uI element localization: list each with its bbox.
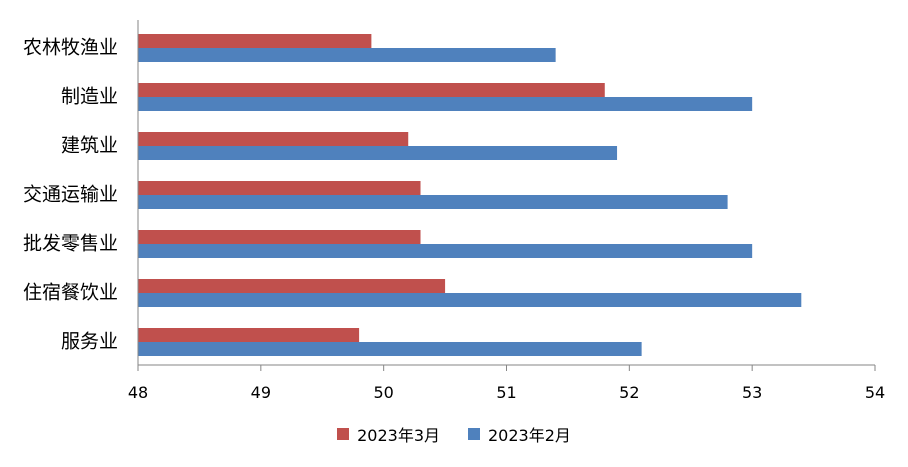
category-label-3: 交通运输业 bbox=[23, 184, 118, 206]
bar-series-1-0 bbox=[138, 48, 556, 62]
x-tick-label-6: 54 bbox=[865, 383, 885, 402]
bar-series-1-1 bbox=[138, 97, 753, 111]
legend-swatch-series-1 bbox=[468, 428, 480, 440]
bar-series-0-6 bbox=[138, 328, 360, 342]
bar-series-1-2 bbox=[138, 146, 618, 160]
legend-item-series-1: 2023年2月 bbox=[468, 422, 571, 446]
x-tick-label-2: 50 bbox=[373, 383, 393, 402]
bar-series-1-3 bbox=[138, 195, 728, 209]
category-label-0: 农林牧渔业 bbox=[23, 37, 118, 59]
category-label-2: 建筑业 bbox=[61, 135, 118, 157]
bar-series-0-1 bbox=[138, 83, 605, 97]
bar-series-1-6 bbox=[138, 342, 642, 356]
bar-series-0-0 bbox=[138, 34, 372, 48]
legend-item-series-0: 2023年3月 bbox=[337, 422, 440, 446]
bar-series-1-5 bbox=[138, 293, 802, 307]
x-tick-label-1: 49 bbox=[251, 383, 271, 402]
bars-group bbox=[138, 34, 802, 356]
bar-series-1-4 bbox=[138, 244, 753, 258]
legend-label-series-1: 2023年2月 bbox=[488, 426, 571, 445]
x-axis-ticks: 48 49 50 51 52 53 54 bbox=[128, 365, 885, 402]
legend: 2023年3月 2023年2月 bbox=[0, 422, 908, 446]
x-tick-label-4: 52 bbox=[619, 383, 639, 402]
bar-series-0-2 bbox=[138, 132, 409, 146]
bar-series-0-3 bbox=[138, 181, 421, 195]
category-label-5: 住宿餐饮业 bbox=[23, 282, 118, 304]
category-label-6: 服务业 bbox=[61, 331, 118, 353]
category-label-1: 制造业 bbox=[61, 86, 118, 108]
category-label-4: 批发零售业 bbox=[23, 233, 118, 255]
bar-series-0-5 bbox=[138, 279, 446, 293]
x-tick-label-0: 48 bbox=[128, 383, 148, 402]
legend-label-series-0: 2023年3月 bbox=[357, 426, 440, 445]
legend-swatch-series-0 bbox=[337, 428, 350, 440]
x-tick-label-3: 51 bbox=[496, 383, 516, 402]
x-tick-label-5: 53 bbox=[742, 383, 762, 402]
bar-series-0-4 bbox=[138, 230, 421, 244]
